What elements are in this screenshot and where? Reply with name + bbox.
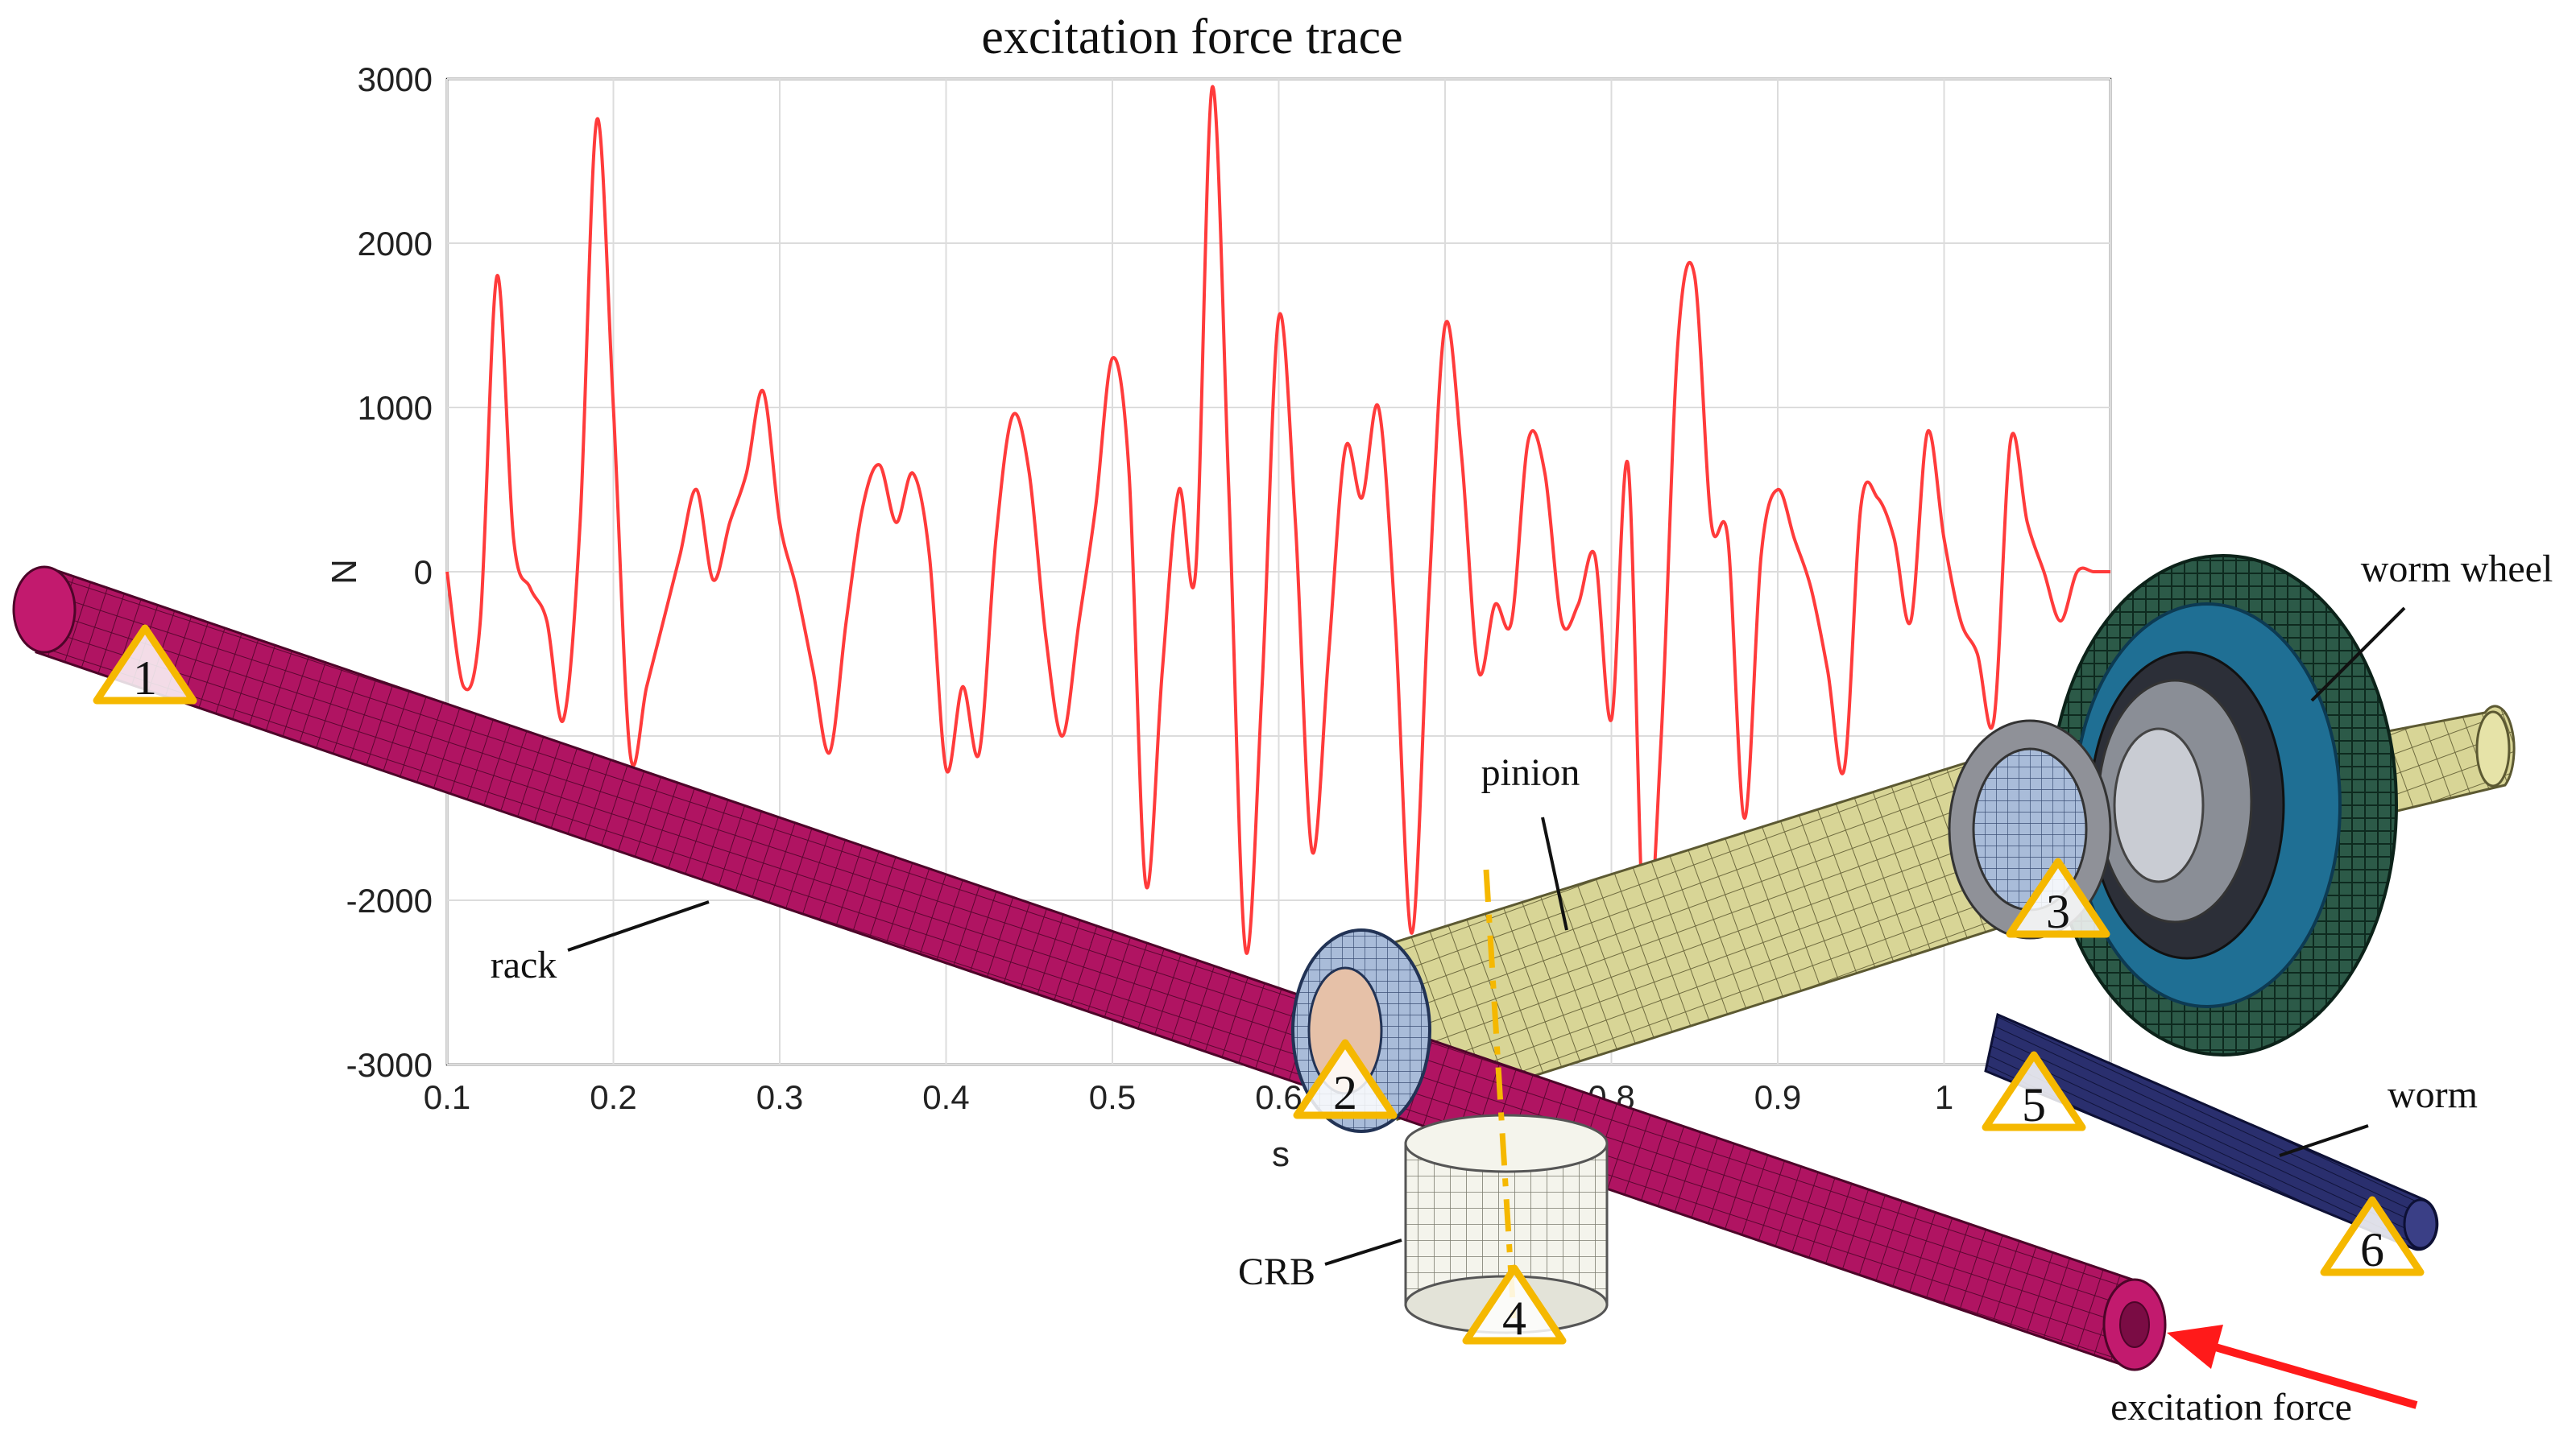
x-tick-label: 0.3 [756, 1078, 803, 1116]
pinion-label: pinion [1481, 751, 1580, 794]
y-tick-label: 1000 [358, 389, 433, 427]
y-tick-label: 0 [414, 553, 433, 591]
crb-leader [1324, 1238, 1402, 1266]
worm-leader [2279, 1124, 2369, 1157]
chart-series [445, 85, 2110, 959]
marker-4: 4 [1462, 1264, 1567, 1345]
worm-label: worm [2388, 1073, 2478, 1116]
svg-text:5: 5 [2022, 1078, 2046, 1131]
rack [12, 565, 2167, 1371]
part-labels: rack pinion worm wheel worm CRB excitati… [491, 548, 2553, 1429]
marker-1: 1 [93, 624, 197, 705]
marker-6: 6 [2320, 1196, 2425, 1276]
crb-axis-line [1483, 869, 1518, 1329]
x-tick-label: 0.2 [590, 1078, 636, 1116]
worm-wheel [2048, 554, 2398, 1057]
force-trace-line [445, 85, 2110, 959]
worm-wheel-leader [2310, 606, 2406, 702]
y-tick-label: 3000 [358, 60, 433, 98]
excitation-force-chart: excitation force trace 0.1 0.2 0.3 0.4 0.5 0.… [325, 10, 2134, 1174]
svg-text:1: 1 [133, 651, 157, 705]
excitation-force-label: excitation force [2110, 1386, 2352, 1429]
x-tick-label: 0.6 [1255, 1078, 1302, 1116]
rack-label: rack [491, 944, 557, 986]
x-tick-label: 0.5 [1089, 1078, 1136, 1116]
y-tick-label: 2000 [358, 225, 433, 263]
leader-lines [567, 606, 2406, 1266]
marker-3: 3 [2006, 858, 2110, 938]
svg-text:3: 3 [2046, 885, 2070, 938]
chart-title: excitation force trace [981, 10, 1402, 64]
worm [1984, 1012, 2439, 1251]
x-axis-ticks: 0.10.20.30.40.50.60.70.80.911.1 [424, 1078, 2134, 1116]
rack-leader [567, 900, 710, 952]
worm-wheel-label: worm wheel [2361, 548, 2553, 590]
numbered-markers: 1 2 3 4 5 6 [93, 624, 2425, 1345]
x-tick-label: 0.1 [424, 1078, 470, 1116]
marker-5: 5 [1982, 1051, 2086, 1131]
marker-2: 2 [1293, 1039, 1398, 1119]
x-tick-label: 0.4 [922, 1078, 969, 1116]
svg-text:4: 4 [1502, 1292, 1526, 1345]
svg-text:6: 6 [2360, 1223, 2384, 1276]
excitation-force-arrow [2167, 1325, 2418, 1409]
y-axis-label: N [325, 559, 364, 585]
y-tick-label: -3000 [346, 1046, 433, 1084]
x-tick-label: 1 [1935, 1078, 1953, 1116]
y-tick-label: -2000 [346, 882, 433, 920]
crb-label: CRB [1238, 1251, 1315, 1293]
svg-text:2: 2 [1333, 1066, 1357, 1119]
pinion-leader [1541, 817, 1568, 931]
x-axis-label: s [1272, 1135, 1290, 1174]
x-tick-label: 0.9 [1754, 1078, 1801, 1116]
